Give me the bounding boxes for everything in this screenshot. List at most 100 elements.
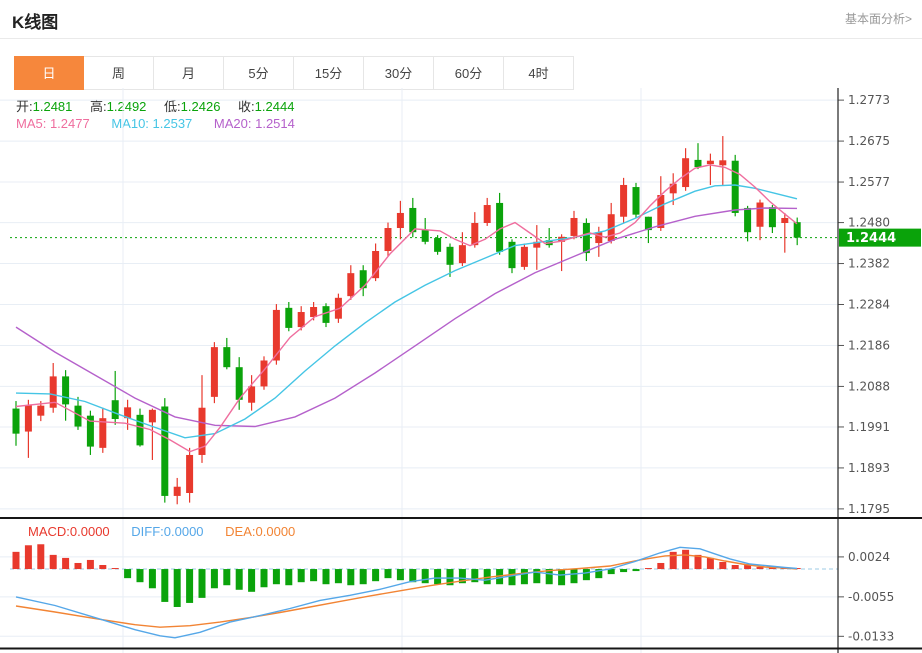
candle-body bbox=[384, 228, 392, 252]
candle-body bbox=[793, 222, 801, 238]
open-label: 开: bbox=[16, 99, 33, 114]
interval-tab-60分[interactable]: 60分 bbox=[434, 56, 504, 90]
macd-bar bbox=[173, 569, 181, 607]
candle-body bbox=[272, 309, 280, 361]
candle-body bbox=[719, 160, 727, 166]
ma-legend: MA5: 1.2477 MA10: 1.2537 MA20: 1.2514 bbox=[16, 116, 313, 131]
candle-body bbox=[570, 217, 578, 236]
macd-bar bbox=[24, 545, 32, 570]
candle-body bbox=[74, 405, 82, 427]
y-axis-label: -0.0133 bbox=[848, 629, 894, 643]
interval-tab-30分[interactable]: 30分 bbox=[364, 56, 434, 90]
macd-bar bbox=[731, 565, 739, 570]
macd-bar bbox=[483, 569, 491, 585]
macd-bar bbox=[520, 569, 528, 585]
candle-body bbox=[322, 306, 330, 323]
macd-bar bbox=[186, 569, 194, 603]
interval-tab-15分[interactable]: 15分 bbox=[294, 56, 364, 90]
macd-chart[interactable]: 0.0024 -0.0055 -0.0133 bbox=[0, 521, 922, 653]
interval-tab-4时[interactable]: 4时 bbox=[504, 56, 574, 90]
macd-bar bbox=[644, 568, 652, 570]
macd-bar bbox=[198, 569, 206, 598]
candle-body bbox=[359, 270, 367, 289]
macd-bar bbox=[347, 569, 355, 586]
candle-body bbox=[186, 454, 194, 493]
y-axis-label: 1.2773 bbox=[848, 93, 890, 107]
candle-body bbox=[768, 207, 776, 228]
y-axis-label: 1.2088 bbox=[848, 379, 890, 393]
macd-bar bbox=[384, 569, 392, 579]
macd-bar bbox=[719, 561, 727, 570]
macd-bar bbox=[396, 569, 404, 581]
macd-bar bbox=[37, 544, 45, 570]
candle-body bbox=[595, 232, 603, 244]
macd-histogram bbox=[12, 544, 801, 607]
macd-bar bbox=[235, 569, 243, 590]
y-axis-label: 1.1991 bbox=[848, 420, 890, 434]
macd-bar bbox=[595, 569, 603, 579]
candle-body bbox=[744, 207, 752, 233]
macd-bar bbox=[12, 551, 20, 570]
high-label: 高: bbox=[90, 99, 107, 114]
candle-body bbox=[396, 212, 404, 229]
candle-body bbox=[434, 238, 442, 252]
ma5-legend: MA5: 1.2477 bbox=[16, 116, 90, 131]
candle-body bbox=[756, 202, 764, 227]
candle-body bbox=[198, 407, 206, 455]
panel-separator bbox=[0, 517, 922, 519]
ma20-line bbox=[15, 207, 798, 428]
interval-tab-月[interactable]: 月 bbox=[154, 56, 224, 90]
candle-body bbox=[657, 194, 665, 229]
candle-body bbox=[458, 245, 466, 264]
macd-bar bbox=[148, 569, 156, 589]
candle-body bbox=[682, 158, 690, 188]
candle-body bbox=[210, 347, 218, 397]
diff-line bbox=[15, 546, 798, 639]
macd-bar bbox=[458, 569, 466, 584]
ma5-line bbox=[15, 164, 798, 453]
interval-tab-日[interactable]: 日 bbox=[14, 56, 84, 90]
candle-body bbox=[124, 407, 132, 419]
y-axis-label: 1.2675 bbox=[848, 134, 890, 148]
candle-body bbox=[421, 230, 429, 242]
ma10-legend: MA10: 1.2537 bbox=[111, 116, 193, 131]
macd-bar bbox=[310, 569, 318, 582]
macd-bar bbox=[334, 569, 342, 584]
candle-body bbox=[24, 405, 32, 432]
macd-bar bbox=[161, 569, 169, 602]
macd-bar bbox=[620, 569, 628, 573]
low-label: 低: bbox=[164, 99, 181, 114]
macd-bar bbox=[669, 551, 677, 570]
ma20-legend: MA20: 1.2514 bbox=[213, 116, 295, 131]
y-axis-label: 1.2577 bbox=[848, 175, 890, 189]
candle-body bbox=[372, 251, 380, 279]
y-axis-label: 1.1893 bbox=[848, 461, 890, 475]
macd-bar bbox=[793, 568, 801, 570]
interval-tab-周[interactable]: 周 bbox=[84, 56, 154, 90]
macd-bar bbox=[657, 562, 665, 570]
macd-bar bbox=[124, 569, 132, 579]
main-candlestick-chart[interactable]: 1.2773 1.2675 1.2577 1.2480 1.2382 1.2284 1.21… bbox=[0, 88, 922, 521]
y-axis-label: 1.1795 bbox=[848, 502, 890, 516]
candle-body bbox=[508, 241, 516, 269]
current-price-tag-label: 1.2444 bbox=[846, 231, 896, 246]
candle-body bbox=[12, 408, 20, 434]
header-divider bbox=[0, 38, 922, 39]
fundamental-analysis-link[interactable]: 基本面分析> bbox=[844, 12, 912, 26]
candle-body bbox=[669, 183, 677, 194]
macd-bar bbox=[446, 569, 454, 586]
macd-bar bbox=[248, 569, 256, 592]
candle-body bbox=[781, 217, 789, 223]
candle-body bbox=[111, 400, 119, 420]
macd-bar bbox=[409, 569, 417, 583]
candle-body bbox=[49, 376, 57, 408]
candle-body bbox=[86, 415, 94, 447]
candle-body bbox=[632, 187, 640, 215]
candle-body bbox=[533, 241, 541, 248]
macd-bar bbox=[210, 569, 218, 589]
close-value: 1.2444 bbox=[254, 99, 295, 114]
page-title: K线图 bbox=[12, 13, 59, 32]
macd-bar bbox=[558, 569, 566, 586]
macd-bar bbox=[99, 565, 107, 570]
interval-tab-5分[interactable]: 5分 bbox=[224, 56, 294, 90]
